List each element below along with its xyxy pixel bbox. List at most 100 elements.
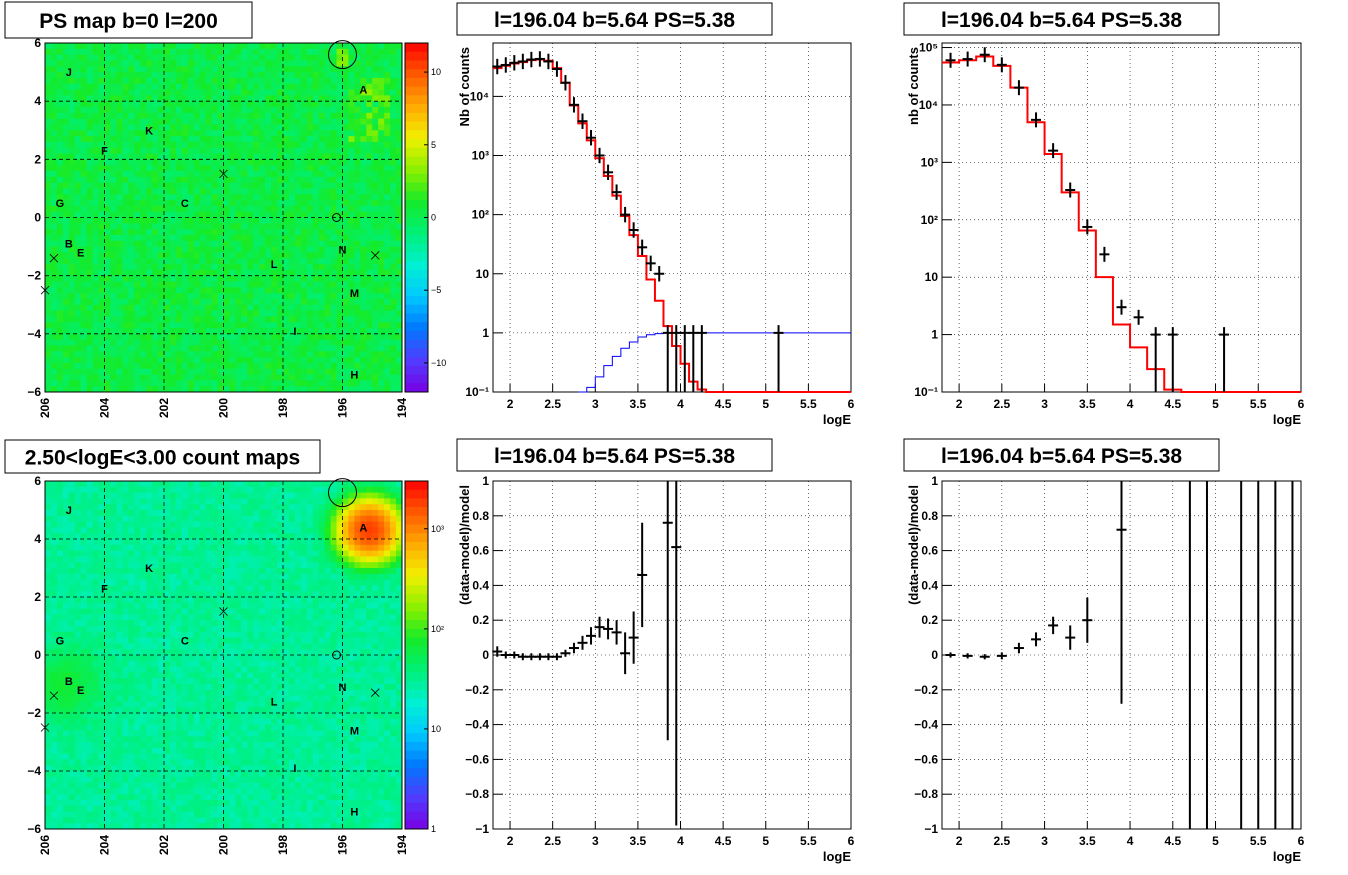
heatmap-cell bbox=[50, 77, 58, 85]
heatmap-cell bbox=[152, 95, 159, 102]
heatmap-cell bbox=[56, 281, 64, 288]
heatmap-cell bbox=[74, 510, 82, 517]
y-tick-label: 6 bbox=[34, 36, 41, 50]
heatmap-cell bbox=[146, 54, 153, 61]
heatmap-cell bbox=[318, 374, 326, 381]
heatmap-cell bbox=[128, 550, 135, 557]
heatmap-cell bbox=[140, 788, 147, 795]
heatmap-cell bbox=[50, 539, 58, 546]
heatmap-cell bbox=[56, 60, 64, 67]
heatmap-cell bbox=[128, 362, 135, 370]
heatmap-cell bbox=[116, 568, 123, 575]
heatmap-cell bbox=[134, 515, 141, 522]
heatmap-cell bbox=[80, 579, 88, 586]
heatmap-cell bbox=[211, 106, 218, 114]
heatmap-cell bbox=[62, 124, 70, 131]
heatmap-cell bbox=[193, 380, 201, 387]
heatmap-cell bbox=[175, 101, 183, 108]
heatmap-cell bbox=[116, 527, 123, 534]
heatmap-cell bbox=[241, 106, 248, 114]
heatmap-cell bbox=[92, 765, 99, 772]
heatmap-cell bbox=[247, 101, 254, 108]
heatmap-cell bbox=[217, 328, 224, 335]
heatmap-cell bbox=[294, 165, 302, 172]
heatmap-cell bbox=[146, 510, 153, 517]
heatmap-cell bbox=[348, 304, 355, 311]
heatmap-cell bbox=[45, 655, 52, 662]
heatmap-cell bbox=[146, 724, 153, 731]
heatmap-cell bbox=[98, 281, 105, 288]
heatmap-cell bbox=[104, 689, 111, 696]
heatmap-cell bbox=[104, 72, 111, 79]
heatmap-cell bbox=[122, 597, 129, 604]
heatmap-cell bbox=[336, 374, 343, 381]
heatmap-cell bbox=[86, 200, 93, 207]
heatmap-cell bbox=[110, 153, 117, 160]
heatmap-cell bbox=[62, 136, 70, 143]
heatmap-cell bbox=[56, 89, 64, 96]
heatmap-cell bbox=[366, 60, 373, 67]
heatmap-cell bbox=[354, 147, 361, 154]
heatmap-cell bbox=[86, 562, 93, 569]
heatmap-cell bbox=[116, 211, 123, 218]
heatmap-cell bbox=[140, 77, 147, 85]
heatmap-cell bbox=[140, 141, 147, 149]
heatmap-cell bbox=[128, 742, 135, 749]
heatmap-cell bbox=[86, 805, 93, 812]
heatmap-cell bbox=[384, 345, 391, 352]
heatmap-cell bbox=[128, 556, 135, 563]
heatmap-cell bbox=[199, 345, 207, 352]
heatmap-cell bbox=[50, 695, 58, 702]
heatmap-cell bbox=[164, 205, 171, 213]
heatmap-cell bbox=[104, 316, 111, 323]
heatmap-cell bbox=[229, 89, 236, 96]
heatmap-cell bbox=[354, 362, 361, 370]
heatmap-cell bbox=[98, 724, 105, 731]
heatmap-cell bbox=[360, 386, 367, 393]
heatmap-cell bbox=[312, 357, 320, 364]
heatmap-cell bbox=[390, 83, 397, 90]
heatmap-cell bbox=[140, 765, 147, 772]
heatmap-cell bbox=[312, 141, 320, 149]
heatmap-cell bbox=[223, 304, 230, 311]
heatmap-cell bbox=[134, 684, 141, 691]
heatmap-cell bbox=[98, 159, 105, 166]
heatmap-cell bbox=[241, 200, 248, 207]
heatmap-cell bbox=[116, 533, 123, 540]
heatmap-cell bbox=[56, 597, 64, 604]
heatmap-cell bbox=[384, 130, 391, 137]
heatmap-cell bbox=[158, 176, 165, 183]
heatmap-cell bbox=[104, 486, 111, 493]
heatmap-cell bbox=[199, 48, 207, 56]
heatmap-cell bbox=[223, 275, 230, 282]
heatmap-cell bbox=[56, 165, 64, 172]
heatmap-cell bbox=[110, 823, 117, 830]
heatmap-cell bbox=[80, 724, 88, 731]
heatmap-cell bbox=[98, 568, 105, 575]
heatmap-cell bbox=[122, 788, 129, 795]
heatmap-cell bbox=[193, 176, 201, 183]
heatmap-cell bbox=[336, 368, 343, 375]
heatmap-cell bbox=[128, 357, 135, 364]
heatmap-cell bbox=[56, 362, 64, 370]
heatmap-cell bbox=[122, 147, 129, 154]
heatmap-cell bbox=[104, 182, 111, 189]
heatmap-cell bbox=[92, 695, 99, 702]
heatmap-cell bbox=[378, 345, 385, 352]
heatmap-cell bbox=[247, 293, 254, 300]
colorbar-segment bbox=[405, 86, 428, 96]
heatmap-cell bbox=[80, 614, 88, 621]
heatmap-cell bbox=[241, 316, 248, 323]
heatmap-cell bbox=[128, 205, 135, 213]
heatmap-cell bbox=[92, 176, 99, 183]
heatmap-cell bbox=[342, 54, 349, 61]
heatmap-cell bbox=[92, 43, 99, 50]
heatmap-cell bbox=[288, 351, 296, 358]
heatmap-cell bbox=[146, 72, 153, 79]
heatmap-cell bbox=[235, 176, 242, 183]
heatmap-cell bbox=[223, 240, 230, 247]
heatmap-cell bbox=[56, 486, 64, 493]
heatmap-cell bbox=[152, 124, 159, 131]
heatmap-cell bbox=[122, 136, 129, 143]
heatmap-cell bbox=[74, 655, 82, 662]
